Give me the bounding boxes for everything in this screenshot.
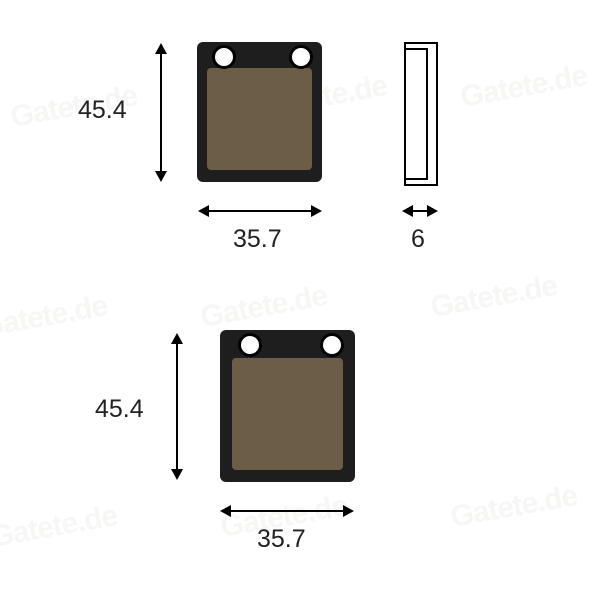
- arrowhead-icon: [402, 205, 413, 217]
- pad-top-friction: [207, 68, 312, 170]
- arrowhead-icon: [427, 205, 438, 217]
- arrowhead-icon: [343, 505, 354, 517]
- watermark-text: Gatete.de: [448, 479, 580, 535]
- pad-bottom-hole-left: [238, 333, 262, 357]
- dim-arrow-height-top: [160, 45, 162, 180]
- watermark-text: Gatete.de: [458, 59, 590, 115]
- pad-top-hole-left: [212, 45, 236, 69]
- watermark-text: Gatete.de: [428, 269, 560, 325]
- watermark-text: Gatete.de: [0, 499, 120, 555]
- pad-top-hole-right: [289, 45, 313, 69]
- dim-label-width-top: 35.7: [233, 225, 282, 254]
- arrowhead-icon: [220, 505, 231, 517]
- pad-bottom-hole-right: [320, 333, 344, 357]
- watermark-text: Gatete.de: [0, 289, 110, 345]
- dim-arrow-width-bottom: [222, 510, 352, 512]
- brake-pad-bottom-face: [220, 330, 355, 482]
- brake-pad-side-inner: [404, 48, 428, 180]
- dim-arrow-height-bottom: [176, 335, 178, 478]
- arrowhead-icon: [311, 205, 322, 217]
- arrowhead-icon: [155, 43, 167, 54]
- arrowhead-icon: [155, 171, 167, 182]
- watermark-text: Gatete.de: [198, 279, 330, 335]
- dim-label-height-top: 45.4: [78, 96, 127, 125]
- arrowhead-icon: [198, 205, 209, 217]
- dim-label-width-bottom: 35.7: [257, 525, 306, 554]
- dim-label-height-bottom: 45.4: [95, 395, 144, 424]
- arrowhead-icon: [171, 469, 183, 480]
- arrowhead-icon: [171, 333, 183, 344]
- pad-bottom-friction: [232, 358, 343, 470]
- dim-arrow-width-top: [200, 210, 320, 212]
- brake-pad-top-face: [197, 42, 322, 182]
- dim-label-thickness: 6: [411, 225, 425, 254]
